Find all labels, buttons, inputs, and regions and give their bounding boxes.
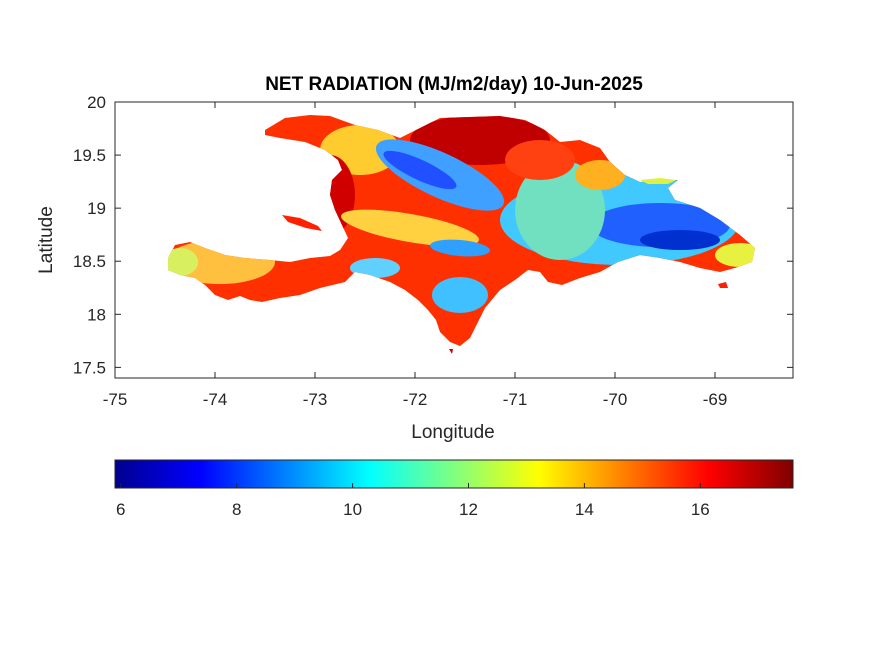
y-tick-label: 18 <box>87 305 106 324</box>
x-tick-label: -74 <box>203 390 228 409</box>
colorbar-tick-label: 12 <box>459 500 478 519</box>
y-tick-label: 19 <box>87 199 106 218</box>
x-tick-label: -71 <box>503 390 528 409</box>
isla-saona <box>718 282 728 288</box>
colorbar-tick-label: 8 <box>232 500 241 519</box>
isla-beata <box>449 349 453 354</box>
y-tick-label: 17.5 <box>73 358 106 377</box>
x-axis-ticks: -75 -74 -73 -72 -71 -70 -69 <box>103 102 728 409</box>
y-axis-ticks: 17.5 18 18.5 19 19.5 20 <box>73 93 793 377</box>
colorbar-ticks: 6 8 10 12 14 16 <box>116 483 710 519</box>
y-tick-label: 20 <box>87 93 106 112</box>
y-axis-label: Latitude <box>36 206 57 274</box>
colorbar-tick-label: 6 <box>116 500 125 519</box>
x-axis-label: Longitude <box>411 422 494 443</box>
x-tick-label: -72 <box>403 390 428 409</box>
colorbar-tick-label: 10 <box>343 500 362 519</box>
colorbar <box>114 459 794 489</box>
x-tick-label: -75 <box>103 390 128 409</box>
y-tick-label: 19.5 <box>73 146 106 165</box>
map-title: NET RADIATION (MJ/m2/day) 10-Jun-2025 <box>265 74 643 95</box>
x-tick-label: -69 <box>703 390 728 409</box>
colorbar-tick-label: 14 <box>575 500 594 519</box>
ile-de-la-gonave <box>282 215 322 231</box>
colorbar-tick-label: 16 <box>691 500 710 519</box>
ile-de-la-tortue <box>640 178 676 184</box>
x-tick-label: -70 <box>603 390 628 409</box>
y-tick-label: 18.5 <box>73 252 106 271</box>
x-tick-label: -73 <box>303 390 328 409</box>
